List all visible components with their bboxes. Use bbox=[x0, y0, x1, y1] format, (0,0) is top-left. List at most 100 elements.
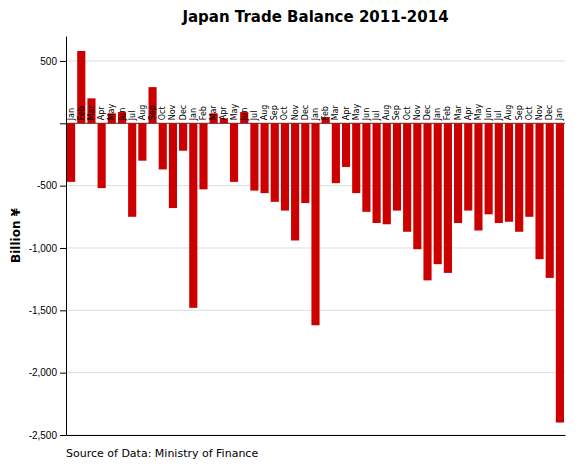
category-label: Oct bbox=[525, 106, 534, 120]
bar bbox=[67, 123, 75, 182]
category-label: Jul bbox=[250, 111, 259, 122]
bar bbox=[474, 123, 482, 230]
category-label: Mar bbox=[454, 104, 463, 120]
category-label: Jul bbox=[372, 111, 381, 122]
y-tick-mark bbox=[60, 61, 66, 62]
y-tick: 500 bbox=[40, 56, 66, 67]
category-labels: JanFebMarAprMayJunJulAugSepOctNovDecJanF… bbox=[67, 103, 565, 121]
y-tick-label: 500 bbox=[40, 56, 57, 67]
category-label: Aug bbox=[260, 105, 269, 121]
grid bbox=[66, 61, 565, 435]
category-label: Jan bbox=[311, 108, 320, 121]
category-label: Jan bbox=[67, 108, 76, 121]
bar bbox=[525, 123, 533, 217]
category-label: Feb bbox=[443, 106, 452, 120]
bar bbox=[169, 123, 177, 208]
y-tick-label: -1,500 bbox=[29, 305, 58, 316]
category-label: Mar bbox=[209, 104, 218, 120]
bar bbox=[505, 123, 513, 222]
y-tick-mark bbox=[60, 435, 66, 436]
category-label: Apr bbox=[97, 106, 106, 121]
category-label: Nov bbox=[413, 104, 422, 120]
bar bbox=[535, 123, 543, 259]
category-label: Jun bbox=[484, 108, 493, 122]
y-tick-label: -2,500 bbox=[29, 430, 58, 441]
y-tick: -500 bbox=[37, 180, 66, 191]
category-label: Jan bbox=[189, 108, 198, 121]
bar bbox=[281, 123, 289, 210]
bar bbox=[556, 123, 564, 422]
category-label: Mar bbox=[331, 104, 340, 120]
category-label: Dec bbox=[301, 105, 310, 120]
bar bbox=[515, 123, 523, 231]
y-tick-label: -2,000 bbox=[29, 367, 58, 378]
bar bbox=[413, 123, 421, 249]
bar bbox=[403, 123, 411, 231]
bar bbox=[148, 87, 156, 123]
category-label: May bbox=[107, 103, 116, 120]
category-label: Nov bbox=[168, 104, 177, 120]
x-axis bbox=[67, 435, 566, 436]
category-label: Oct bbox=[158, 106, 167, 120]
y-tick-mark bbox=[60, 186, 66, 187]
category-label: Dec bbox=[545, 105, 554, 120]
category-label: Feb bbox=[77, 106, 86, 120]
y-tick: -1,500 bbox=[29, 305, 66, 316]
bar bbox=[454, 123, 462, 223]
bar bbox=[444, 123, 452, 273]
y-tick bbox=[60, 123, 66, 124]
bars bbox=[67, 51, 564, 423]
title: Japan Trade Balance 2011-2014 bbox=[181, 8, 448, 26]
category-label: Apr bbox=[219, 106, 228, 121]
bar bbox=[138, 123, 146, 160]
bar bbox=[485, 123, 493, 214]
bar bbox=[332, 123, 340, 183]
category-label: Feb bbox=[321, 106, 330, 120]
y-tick-mark bbox=[60, 248, 66, 249]
bar bbox=[261, 123, 269, 193]
category-label: Dec bbox=[423, 105, 432, 120]
bar bbox=[77, 51, 85, 123]
bar bbox=[352, 123, 360, 193]
bar bbox=[271, 123, 279, 202]
bar bbox=[342, 123, 350, 167]
y-axis: -2,500 -2,000 -1,500 -1,000 -500 500 bbox=[29, 37, 67, 441]
bar bbox=[301, 123, 309, 203]
bar bbox=[383, 123, 391, 224]
category-label: Jun bbox=[240, 108, 249, 122]
category-label: Jan bbox=[555, 108, 564, 121]
category-label: May bbox=[474, 103, 483, 120]
category-label: Sep bbox=[148, 105, 157, 120]
category-label: Aug bbox=[382, 105, 391, 121]
y-tick-mark bbox=[60, 373, 66, 374]
bar bbox=[464, 123, 472, 210]
bar bbox=[423, 123, 431, 280]
category-label: Apr bbox=[464, 106, 473, 121]
grid-line bbox=[66, 435, 565, 436]
bar bbox=[373, 123, 381, 223]
grid-line bbox=[66, 60, 565, 61]
category-label: May bbox=[230, 103, 239, 120]
category-label: Aug bbox=[138, 105, 147, 121]
annotation: Source of Data: Ministry of Finance bbox=[66, 447, 258, 460]
category-label: Nov bbox=[291, 104, 300, 120]
category-label: Nov bbox=[535, 104, 544, 120]
bar bbox=[189, 123, 197, 308]
category-label: Oct bbox=[280, 106, 289, 120]
category-label: Feb bbox=[199, 106, 208, 120]
y-axis-title: Billion ¥ bbox=[9, 207, 23, 263]
bar bbox=[434, 123, 442, 264]
category-label: Sep bbox=[515, 105, 524, 120]
category-label: Jan bbox=[433, 108, 442, 121]
y-tick: -2,500 bbox=[29, 430, 66, 441]
chart: -2,500-2,000-1,500-1,000-500500JanFebMar… bbox=[0, 0, 580, 469]
grid-line bbox=[66, 372, 565, 373]
bar bbox=[291, 123, 299, 240]
x-axis-line bbox=[67, 435, 566, 436]
bar bbox=[179, 123, 187, 150]
category-label: Jul bbox=[128, 111, 137, 122]
category-label: Apr bbox=[342, 106, 351, 121]
bar bbox=[159, 123, 167, 169]
y-tick: -1,000 bbox=[29, 243, 66, 254]
y-tick-mark bbox=[60, 310, 66, 311]
